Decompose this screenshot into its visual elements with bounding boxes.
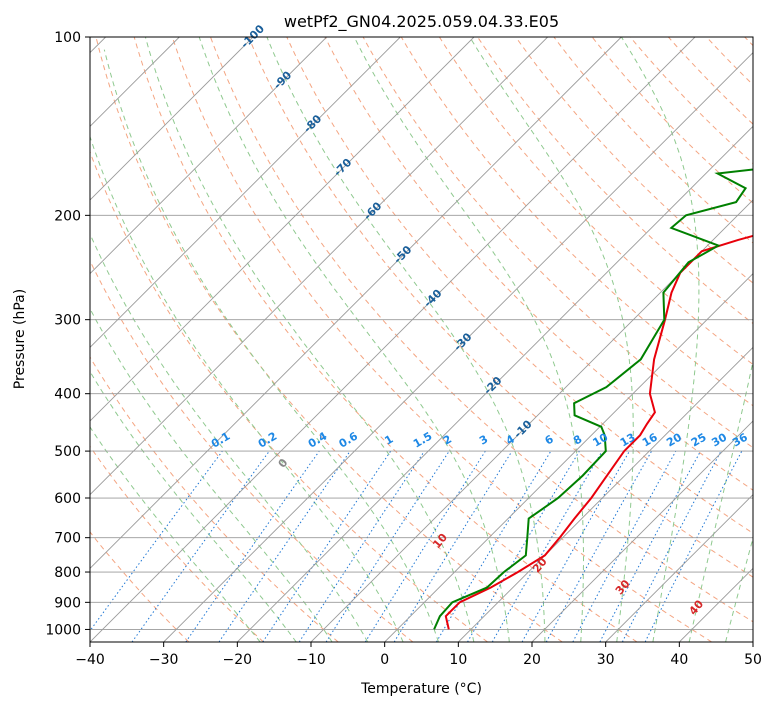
isotherm-line: [90, 37, 622, 569]
chart-title: wetPf2_GN04.2025.059.04.33.E05: [284, 12, 559, 32]
y-tick-label: 600: [54, 491, 81, 507]
y-axis-label: Pressure (hPa): [12, 289, 28, 389]
isotherm-line: [90, 37, 475, 422]
y-tick-label: 200: [54, 208, 81, 224]
y-tick-label: 100: [54, 30, 81, 46]
axes: −40 −30 −20 −10 0 10 20 30 40 50 100 200 300 400 500 60…: [45, 30, 762, 668]
moist-adiabat: [144, 37, 475, 642]
dry-adiabat: [95, 37, 563, 642]
isotherm-line: [90, 37, 548, 496]
isotherm-line: [310, 199, 753, 642]
isotherm-line: [384, 273, 753, 642]
isotherm-line: [237, 125, 753, 642]
moist-adiabat: [469, 37, 634, 642]
y-tick-label: 700: [54, 531, 81, 547]
mixing-ratio-line: [218, 450, 351, 642]
moist-adiabat: [353, 37, 584, 642]
x-tick-label: 20: [523, 652, 541, 668]
dry-adiabat: [286, 37, 753, 534]
isotherm-line: [163, 52, 753, 642]
y-tick-label: 1000: [45, 622, 81, 638]
series-layer: [433, 168, 753, 630]
mixing-ratio-line: [467, 450, 580, 642]
moist-adiabat: [90, 307, 333, 642]
mixing-ratio-line: [572, 450, 677, 642]
mixing-ratio-line: [435, 450, 552, 642]
dry-adiabat: [133, 37, 638, 642]
profile-line: [433, 168, 753, 630]
x-tick-label: 40: [670, 652, 688, 668]
y-tick-label: 400: [54, 387, 81, 403]
y-tick-label: 800: [54, 565, 81, 581]
x-tick-label: −20: [223, 652, 253, 668]
x-tick-label: −10: [296, 652, 326, 668]
dry-adiabat: [248, 37, 753, 578]
isotherm-line: [90, 37, 254, 201]
x-axis-label: Temperature (°C): [360, 681, 482, 697]
x-tick-label: 30: [597, 652, 615, 668]
isotherm-line: [90, 37, 696, 642]
mixing-ratio-line: [393, 450, 513, 642]
isotherm-line: [458, 346, 753, 642]
dry-adiabat: [90, 356, 339, 642]
mixing-ratio-line: [131, 450, 270, 642]
moist-adiabat: [620, 37, 700, 642]
isotherm-line: [90, 37, 401, 348]
isotherm-line: [531, 420, 753, 642]
mixing-ratio-line: [325, 450, 450, 642]
mixing-ratio-line: [491, 450, 603, 642]
dry-adiabat: [324, 37, 753, 491]
mixing-ratio-line: [364, 450, 486, 642]
x-tick-label: 50: [744, 652, 762, 668]
dry-adiabat: [438, 37, 753, 366]
y-tick-label: 500: [54, 444, 81, 460]
dry-adiabat: [210, 37, 753, 623]
x-tick-label: −40: [75, 652, 105, 668]
dry-adiabat: [90, 259, 414, 642]
y-tick-label: 900: [54, 595, 81, 611]
x-tick-label: −30: [149, 652, 179, 668]
mixing-ratio-line: [185, 450, 320, 642]
y-tick-label: 300: [54, 313, 81, 329]
x-tick-label: 10: [449, 652, 467, 668]
moist-adiabat: [266, 37, 546, 642]
plot-frame: [89, 36, 754, 643]
dry-adiabat: [400, 37, 753, 407]
dry-adiabat: [90, 531, 190, 642]
isotherm-line: [90, 37, 327, 275]
mixing-ratio-line: [521, 450, 630, 642]
moist-adiabat: [103, 49, 439, 642]
moist-adiabat: [90, 135, 404, 642]
x-tick-label: 0: [380, 652, 389, 668]
moist-adiabat: [90, 232, 369, 642]
moist-adiabat: [90, 426, 261, 642]
isotherm-line: [605, 494, 753, 642]
grid-layer: [90, 37, 753, 642]
